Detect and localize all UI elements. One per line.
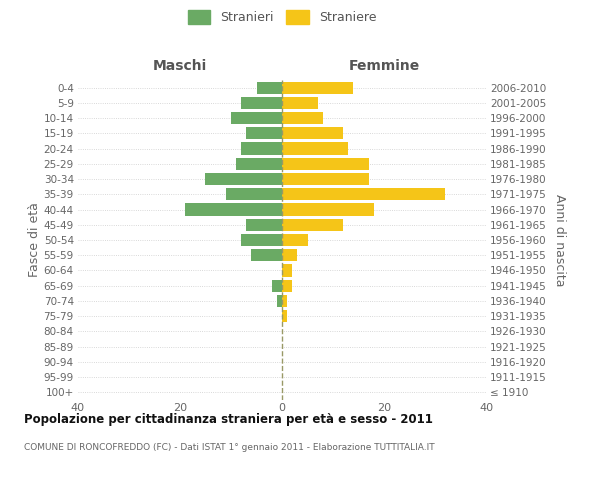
Bar bbox=[282, 204, 374, 216]
Bar bbox=[282, 142, 349, 154]
Text: Femmine: Femmine bbox=[349, 58, 419, 72]
Bar bbox=[282, 97, 318, 109]
Bar bbox=[282, 173, 369, 185]
Bar bbox=[247, 218, 282, 231]
Bar bbox=[241, 234, 282, 246]
Bar bbox=[231, 112, 282, 124]
Bar bbox=[282, 127, 343, 140]
Bar bbox=[282, 264, 292, 276]
Text: COMUNE DI RONCOFREDDO (FC) - Dati ISTAT 1° gennaio 2011 - Elaborazione TUTTITALI: COMUNE DI RONCOFREDDO (FC) - Dati ISTAT … bbox=[24, 442, 434, 452]
Bar bbox=[247, 127, 282, 140]
Legend: Stranieri, Straniere: Stranieri, Straniere bbox=[184, 6, 380, 28]
Text: Maschi: Maschi bbox=[153, 58, 207, 72]
Bar bbox=[282, 310, 287, 322]
Bar bbox=[282, 82, 353, 94]
Bar bbox=[282, 158, 369, 170]
Bar bbox=[282, 249, 298, 262]
Bar bbox=[241, 97, 282, 109]
Bar bbox=[282, 295, 287, 307]
Bar bbox=[236, 158, 282, 170]
Bar bbox=[206, 173, 282, 185]
Bar bbox=[282, 234, 308, 246]
Bar bbox=[282, 112, 323, 124]
Y-axis label: Anni di nascita: Anni di nascita bbox=[553, 194, 566, 286]
Bar bbox=[185, 204, 282, 216]
Bar bbox=[282, 188, 445, 200]
Bar bbox=[226, 188, 282, 200]
Bar bbox=[257, 82, 282, 94]
Text: Popolazione per cittadinanza straniera per età e sesso - 2011: Popolazione per cittadinanza straniera p… bbox=[24, 412, 433, 426]
Bar bbox=[251, 249, 282, 262]
Bar bbox=[277, 295, 282, 307]
Bar bbox=[272, 280, 282, 292]
Y-axis label: Fasce di età: Fasce di età bbox=[28, 202, 41, 278]
Bar bbox=[241, 142, 282, 154]
Bar bbox=[282, 218, 343, 231]
Bar bbox=[282, 280, 292, 292]
